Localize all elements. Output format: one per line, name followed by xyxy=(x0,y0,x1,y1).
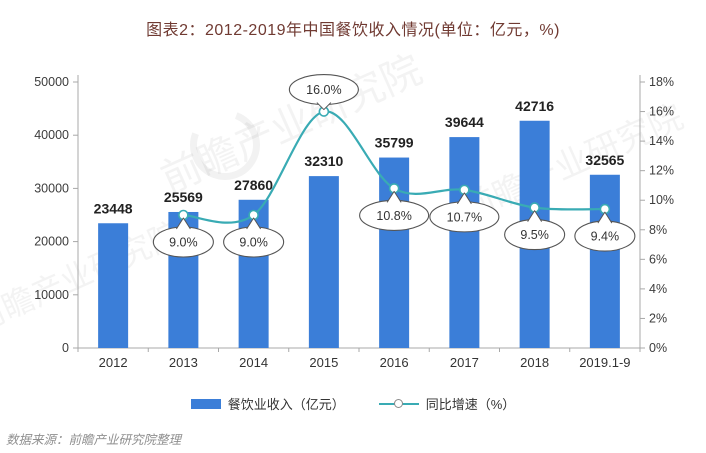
bar-value-label: 42716 xyxy=(515,98,554,114)
callout-tail xyxy=(527,210,543,222)
bar-value-labels: 23448 25569 27860 32310 35799 39644 42716 32565 xyxy=(94,98,625,217)
callout-label: 10.7% xyxy=(447,210,482,224)
x-axis-label: 2019.1-9 xyxy=(579,355,630,370)
right-axis-tick-label: 4% xyxy=(649,282,667,296)
right-axis-tick-label: 10% xyxy=(649,193,674,207)
legend-item-growth: 同比增速（%） xyxy=(378,394,516,413)
callout-tail xyxy=(456,192,472,205)
callout-label: 16.0% xyxy=(306,83,341,97)
callout-bubble: 9.0% xyxy=(223,217,285,258)
callout-tail xyxy=(316,102,332,111)
bar-2015 xyxy=(308,176,339,348)
callout-tail xyxy=(386,190,402,203)
right-axis-tick-label: 6% xyxy=(649,252,667,266)
right-axis-tick-label: 12% xyxy=(649,164,674,178)
legend-label-growth: 同比增速（%） xyxy=(425,397,516,412)
x-axis-label: 2018 xyxy=(520,355,549,370)
bar-2019.1-9 xyxy=(589,174,620,348)
bar-value-label: 27860 xyxy=(234,177,273,193)
callout-bubble: 9.0% xyxy=(152,217,214,258)
x-axis-label: 2016 xyxy=(380,355,409,370)
line-swatch-marker xyxy=(393,398,403,408)
callout-tail xyxy=(246,217,262,230)
bar-swatch xyxy=(190,398,221,409)
left-axis-tick-label: 0 xyxy=(62,341,69,355)
callout-bubble: 10.8% xyxy=(359,190,430,231)
bar-value-label: 32310 xyxy=(304,153,343,169)
callout-tail xyxy=(175,217,191,230)
callout-bubble: 9.4% xyxy=(574,211,636,252)
bar-2012 xyxy=(98,223,129,348)
bar-2017 xyxy=(449,137,480,348)
bar-value-label: 23448 xyxy=(94,200,133,216)
bar-value-label: 32565 xyxy=(585,152,624,168)
bars xyxy=(98,120,620,348)
bar-value-label: 39644 xyxy=(445,114,484,130)
right-axis-tick-label: 14% xyxy=(649,134,674,148)
callout-label: 9.4% xyxy=(591,230,620,244)
axes xyxy=(73,75,645,352)
callout-label: 9.5% xyxy=(520,228,549,242)
line-swatch xyxy=(378,398,419,410)
callout-label: 10.8% xyxy=(376,209,411,223)
left-axis-tick-label: 20000 xyxy=(34,235,69,249)
legend-label-revenue: 餐饮业收入（亿元） xyxy=(227,397,345,412)
callout-bubble: 9.5% xyxy=(504,210,566,251)
left-axis-tick-label: 30000 xyxy=(34,181,69,195)
bar-value-label: 25569 xyxy=(164,189,203,205)
left-axis-labels: 0 10000 20000 30000 40000 50000 xyxy=(34,75,69,355)
x-axis-label: 2012 xyxy=(99,355,128,370)
x-axis-labels: 2012 2013 2014 2015 2016 2017 2018 2019.1-9 xyxy=(99,355,631,370)
right-axis-tick-label: 0% xyxy=(649,341,667,355)
right-axis-tick-label: 16% xyxy=(649,105,674,119)
left-axis-tick-label: 50000 xyxy=(34,75,69,89)
right-axis-tick-label: 18% xyxy=(649,75,674,89)
callout-label: 9.0% xyxy=(169,236,198,250)
x-axis-label: 2014 xyxy=(239,355,268,370)
legend-item-revenue: 餐饮业收入（亿元） xyxy=(190,394,345,413)
left-axis-tick-label: 40000 xyxy=(34,128,69,142)
right-axis-tick-label: 2% xyxy=(649,311,667,325)
x-axis-label: 2017 xyxy=(450,355,479,370)
callout-label: 9.0% xyxy=(239,236,268,250)
left-axis-tick-label: 10000 xyxy=(34,288,69,302)
bar-value-label: 35799 xyxy=(375,135,414,151)
legend: 餐饮业收入（亿元） 同比增速（%） xyxy=(0,394,706,413)
callout-bubble: 16.0% xyxy=(288,74,359,111)
x-axis-label: 2015 xyxy=(309,355,338,370)
right-axis-labels: 0% 2% 4% 6% 8% 10% 12% 14% 16% 18% xyxy=(649,75,674,355)
right-axis-tick-label: 8% xyxy=(649,223,667,237)
x-axis-label: 2013 xyxy=(169,355,198,370)
callout-bubble: 10.7% xyxy=(429,192,500,233)
callout-tail xyxy=(597,211,613,224)
chart-title: 图表2：2012-2019年中国餐饮收入情况(单位：亿元，%) xyxy=(146,22,560,39)
source-note: 数据来源：前瞻产业研究院整理 xyxy=(6,433,182,447)
